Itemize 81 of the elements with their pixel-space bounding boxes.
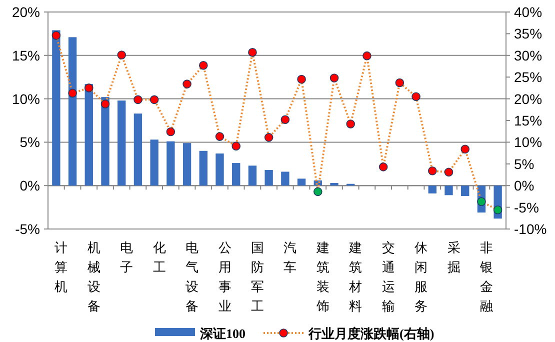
point	[362, 51, 372, 60]
point	[134, 95, 142, 104]
point	[493, 206, 502, 214]
y2-tick-label: 10%	[514, 134, 542, 150]
bar	[248, 166, 257, 186]
point	[182, 80, 192, 88]
bar	[216, 153, 224, 186]
point	[346, 120, 356, 128]
bar	[281, 172, 290, 186]
x-tick-label: 休闲服务	[414, 240, 428, 314]
y-tick-label: 5%	[20, 134, 40, 150]
x-tick-label: 公用事业	[218, 240, 232, 314]
point	[232, 142, 241, 151]
x-tick-label: 建筑装饰	[315, 240, 330, 314]
y2-tick-label: 15%	[514, 112, 542, 128]
point	[68, 88, 77, 98]
legend-label: 深证100	[199, 326, 246, 341]
y-tick-label: 20%	[12, 4, 40, 20]
point	[264, 133, 274, 142]
y2-tick-label: 0%	[514, 178, 534, 194]
x-tick-label: 机械设备	[87, 240, 100, 314]
bar	[150, 140, 158, 186]
point	[460, 144, 470, 154]
point	[117, 50, 126, 60]
x-tick-label: 汽车	[284, 240, 297, 274]
point	[477, 197, 486, 206]
x-tick-label: 采掘	[447, 240, 460, 274]
bar	[84, 84, 93, 186]
point	[166, 127, 176, 136]
point	[100, 100, 110, 108]
point	[297, 74, 306, 84]
bar	[330, 182, 338, 186]
x-tick-label: 交通运输	[382, 240, 395, 314]
y2-tick-label: 25%	[514, 69, 542, 86]
x-tick-label: 计算机	[54, 240, 68, 294]
bar	[134, 114, 142, 186]
y-tick-label: -5%	[15, 221, 40, 237]
x-tick-label: 化工	[152, 240, 166, 274]
bar	[444, 186, 453, 196]
point	[412, 92, 420, 102]
bar	[297, 178, 306, 186]
x-tick-label: 非银金融	[478, 240, 493, 314]
bar	[101, 97, 110, 186]
y2-tick-label: 20%	[514, 90, 542, 107]
point	[428, 166, 437, 176]
bar	[232, 163, 240, 186]
point	[395, 78, 404, 88]
bar	[118, 100, 126, 186]
point	[150, 95, 159, 104]
x-tick-label: 建筑材料	[348, 240, 362, 314]
bar	[428, 186, 436, 194]
bar	[182, 143, 192, 186]
y-tick-label: 10%	[12, 90, 40, 107]
bar	[264, 170, 273, 186]
y2-tick-label: -5%	[514, 199, 539, 216]
bar	[166, 141, 175, 186]
bar	[199, 150, 208, 186]
bar	[52, 30, 60, 186]
y-tick-label: 0%	[20, 178, 40, 194]
x-tick-label: 电气设备	[186, 240, 199, 314]
y2-tick-label: 5%	[514, 156, 534, 172]
x-tick-label: 电子	[120, 240, 134, 274]
y2-tick-label: 35%	[514, 26, 542, 42]
bar	[461, 186, 470, 196]
y2-tick-label: -10%	[514, 221, 547, 237]
point	[248, 48, 257, 57]
bar	[68, 37, 77, 186]
y2-tick-label: 30%	[514, 47, 542, 64]
point	[378, 162, 388, 172]
point	[313, 187, 322, 196]
point	[198, 60, 208, 70]
point	[84, 84, 94, 92]
legend-label: 行业月度涨跌幅(右轴)	[308, 326, 434, 341]
point	[280, 115, 290, 124]
x-tick-label: 国防军工	[250, 240, 264, 314]
point	[215, 132, 224, 141]
point	[52, 31, 61, 40]
y2-tick-label: 40%	[514, 4, 542, 20]
point	[330, 74, 339, 82]
y-tick-label: 15%	[12, 47, 40, 64]
point	[444, 168, 454, 177]
